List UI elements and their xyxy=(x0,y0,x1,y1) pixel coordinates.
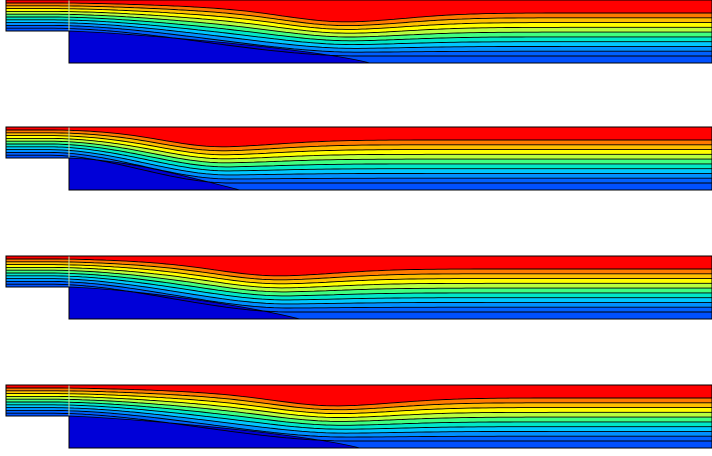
contour-line xyxy=(6,398,712,422)
contour-line xyxy=(6,401,712,426)
field xyxy=(6,127,712,190)
contour-line xyxy=(6,16,712,42)
domain-outline xyxy=(5,0,712,64)
contour-line xyxy=(6,280,712,309)
contour-line xyxy=(6,2,712,23)
contour-line xyxy=(6,10,712,34)
field xyxy=(6,256,712,319)
contour-line xyxy=(6,278,712,305)
contour-line xyxy=(6,22,712,49)
contour-line xyxy=(6,407,712,434)
contour-line xyxy=(6,132,712,152)
contour-line xyxy=(6,143,712,168)
panel xyxy=(5,255,712,320)
contour-line xyxy=(6,137,712,160)
panel xyxy=(5,384,712,449)
contour-line xyxy=(6,272,712,297)
panel xyxy=(5,0,712,64)
contour-line xyxy=(6,266,712,289)
contour-line xyxy=(6,5,712,27)
domain-outline xyxy=(5,126,712,191)
contour-line xyxy=(6,283,712,313)
recirculation-zone xyxy=(68,415,361,448)
contour-line xyxy=(6,264,712,285)
contour-line xyxy=(6,412,712,442)
panel xyxy=(5,126,712,191)
contour-line xyxy=(6,404,712,430)
recirculation-zone xyxy=(68,286,301,319)
contour-line xyxy=(6,129,712,148)
contour-line xyxy=(6,393,712,415)
contour-line xyxy=(6,146,712,172)
contour-band xyxy=(6,385,712,406)
contour-line xyxy=(6,258,712,277)
contour-band xyxy=(6,127,712,147)
recirculation-zone xyxy=(68,30,371,63)
contour-line xyxy=(6,269,712,293)
contour-line xyxy=(6,27,712,57)
domain-outline xyxy=(5,384,712,449)
contour-band xyxy=(6,256,712,276)
contour-line xyxy=(6,8,712,30)
contour-line xyxy=(6,151,712,180)
contour-line xyxy=(6,261,712,281)
domain-outline xyxy=(5,255,712,320)
contour-line xyxy=(6,135,712,156)
contour-line xyxy=(6,24,712,53)
contour-line xyxy=(6,13,712,38)
contour-line xyxy=(6,140,712,164)
contour-line xyxy=(6,19,712,46)
contour-line xyxy=(6,395,712,418)
contour-line xyxy=(6,387,712,407)
contour-line xyxy=(6,390,712,411)
contour-line xyxy=(6,409,712,438)
field xyxy=(6,385,712,448)
contour-band xyxy=(6,0,712,22)
contour-line xyxy=(6,154,712,184)
contour-line xyxy=(6,149,712,176)
field xyxy=(6,0,712,63)
contour-line xyxy=(6,275,712,301)
